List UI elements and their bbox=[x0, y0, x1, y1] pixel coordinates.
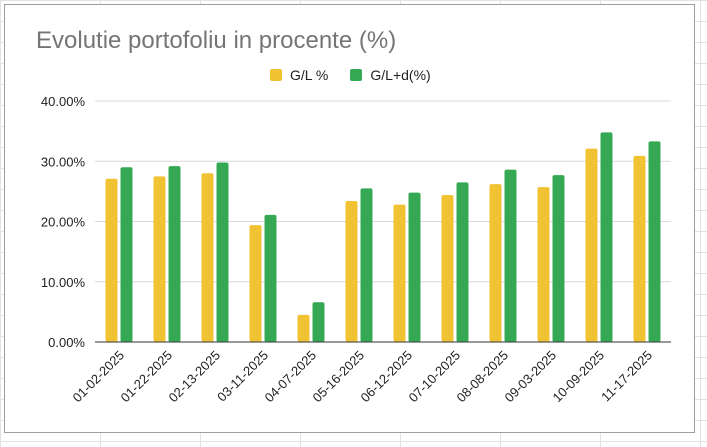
bar-gld bbox=[408, 192, 421, 342]
legend-swatch-gld bbox=[350, 69, 363, 81]
chart-legend: G/L % G/L+d(%) bbox=[270, 67, 431, 83]
y-tick-label: 20.00% bbox=[41, 215, 86, 230]
bar-gl bbox=[633, 155, 646, 342]
bar-gl bbox=[153, 176, 166, 342]
bar-gld bbox=[456, 182, 469, 342]
bar-gld bbox=[552, 175, 565, 342]
bar-gl bbox=[201, 173, 214, 342]
bar-gld bbox=[360, 188, 373, 342]
bar-gld bbox=[312, 302, 325, 342]
bar-gld bbox=[168, 166, 181, 342]
x-tick-label: 02-13-2025 bbox=[165, 348, 223, 406]
legend-item-gl[interactable]: G/L % bbox=[270, 67, 328, 83]
bar-gl bbox=[537, 187, 550, 342]
legend-swatch-gl bbox=[270, 69, 282, 81]
y-tick-label: 40.00% bbox=[41, 94, 86, 109]
bar-gld bbox=[264, 214, 277, 342]
bar-gl bbox=[297, 314, 310, 342]
chart-title: Evolutie portofoliu in procente (%) bbox=[36, 27, 397, 54]
bar-gl bbox=[249, 225, 262, 342]
bar-gl bbox=[393, 204, 406, 342]
legend-item-gld[interactable]: G/L+d(%) bbox=[350, 67, 431, 83]
bar-gld bbox=[504, 169, 517, 342]
bar-gld bbox=[120, 167, 133, 342]
bar-gl bbox=[441, 194, 454, 342]
legend-label-gld: G/L+d(%) bbox=[370, 67, 431, 83]
x-tick-label: 11-17-2025 bbox=[598, 348, 655, 405]
x-tick-label: 10-09-2025 bbox=[549, 348, 607, 406]
bar-gl bbox=[345, 201, 358, 342]
bar-gld bbox=[648, 141, 661, 342]
y-tick-label: 10.00% bbox=[41, 275, 86, 290]
legend-label-gl: G/L % bbox=[290, 67, 329, 83]
bar-gl bbox=[105, 178, 118, 342]
y-tick-label: 30.00% bbox=[41, 154, 86, 169]
bar-gl bbox=[489, 184, 502, 342]
bar-gl bbox=[585, 148, 598, 342]
bar-gld bbox=[600, 132, 613, 342]
bar-gld bbox=[216, 162, 229, 342]
y-tick-label: 0.00% bbox=[48, 335, 85, 350]
